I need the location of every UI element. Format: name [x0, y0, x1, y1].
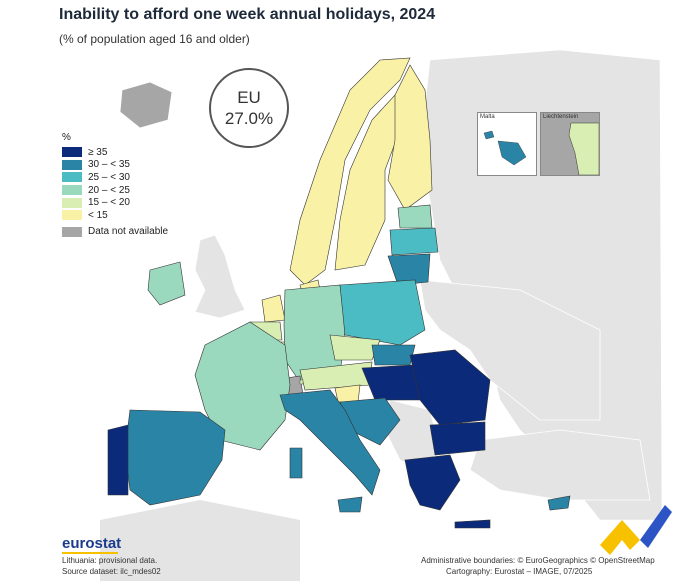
legend-swatch: [62, 172, 82, 183]
map-title: Inability to afford one week annual holi…: [59, 6, 436, 23]
map-subtitle: (% of population aged 16 and older): [59, 32, 250, 46]
country-sicily: [337, 496, 363, 513]
country-ireland: [147, 261, 186, 306]
malta-inset: Malta: [477, 112, 537, 176]
logo-chevron-yellow: [600, 520, 640, 555]
legend: % ≥ 35 30 – < 35 25 – < 30 20 – < 25 15 …: [62, 132, 168, 238]
legend-swatch: [62, 210, 82, 221]
legend-item-not-available: Data not available: [62, 226, 168, 239]
liechtenstein-inset: Liechtenstein: [540, 112, 600, 176]
country-north-africa: [100, 500, 300, 581]
legend-swatch: [62, 226, 82, 237]
country-uk: [194, 234, 246, 319]
eurostat-logo-underline: [62, 552, 118, 554]
country-crete: [454, 519, 491, 529]
legend-swatch: [62, 185, 82, 196]
footer-source: Source dataset: ilc_mdes02: [62, 567, 161, 576]
country-liechtenstein: [299, 379, 304, 385]
legend-label: 30 – < 35: [88, 159, 130, 171]
footer-cartography: Cartography: Eurostat – IMAGE, 07/2025: [446, 567, 593, 576]
country-latvia: [389, 227, 439, 256]
liechtenstein-inset-map: [568, 122, 599, 175]
country-finland: [387, 64, 433, 211]
country-sardinia: [289, 447, 303, 479]
logo-chevron-blue: [640, 505, 672, 548]
country-cyprus: [547, 495, 571, 511]
country-ukraine: [419, 279, 601, 421]
country-france: [194, 321, 291, 451]
eu-average-badge: EU 27.0%: [209, 68, 289, 148]
footer-note: Lithuania: provisional data.: [62, 556, 158, 565]
legend-swatch: [62, 147, 82, 158]
country-slovakia: [371, 344, 416, 366]
country-greece: [404, 454, 461, 511]
eu-label: EU: [237, 88, 261, 107]
country-romania: [409, 349, 491, 426]
country-norway: [289, 57, 411, 286]
eurostat-logo: eurostat: [62, 535, 122, 552]
legend-label: ≥ 35: [88, 146, 108, 158]
country-lithuania: [387, 253, 431, 286]
country-czechia: [329, 334, 381, 361]
malta-inset-map: [483, 130, 527, 166]
country-slovenia: [334, 384, 361, 403]
legend-label: 25 – < 30: [88, 171, 130, 183]
malta-inset-label: Malta: [480, 114, 495, 120]
legend-label: 15 – < 20: [88, 197, 130, 209]
legend-item: 15 – < 20: [62, 196, 168, 209]
legend-item: 30 – < 35: [62, 159, 168, 172]
liechtenstein-inset-label: Liechtenstein: [543, 114, 579, 120]
legend-label: Data not available: [88, 226, 169, 238]
legend-label: 20 – < 25: [88, 184, 130, 196]
legend-item: < 15: [62, 209, 168, 222]
country-turkey: [469, 429, 651, 501]
country-bulgaria: [429, 421, 486, 456]
country-poland: [339, 279, 426, 346]
legend-label: < 15: [88, 209, 108, 221]
legend-item: 25 – < 30: [62, 171, 168, 184]
country-estonia: [397, 204, 433, 229]
legend-item: 20 – < 25: [62, 184, 168, 197]
footer-boundaries: Administrative boundaries: © EuroGeograp…: [421, 556, 655, 565]
country-portugal: [107, 424, 129, 496]
country-italy: [279, 389, 381, 496]
legend-swatch: [62, 159, 82, 170]
legend-item: ≥ 35: [62, 146, 168, 159]
eu-value: 27.0%: [224, 109, 274, 128]
legend-swatch: [62, 197, 82, 208]
legend-unit: %: [62, 132, 71, 143]
country-iceland: [119, 81, 173, 129]
